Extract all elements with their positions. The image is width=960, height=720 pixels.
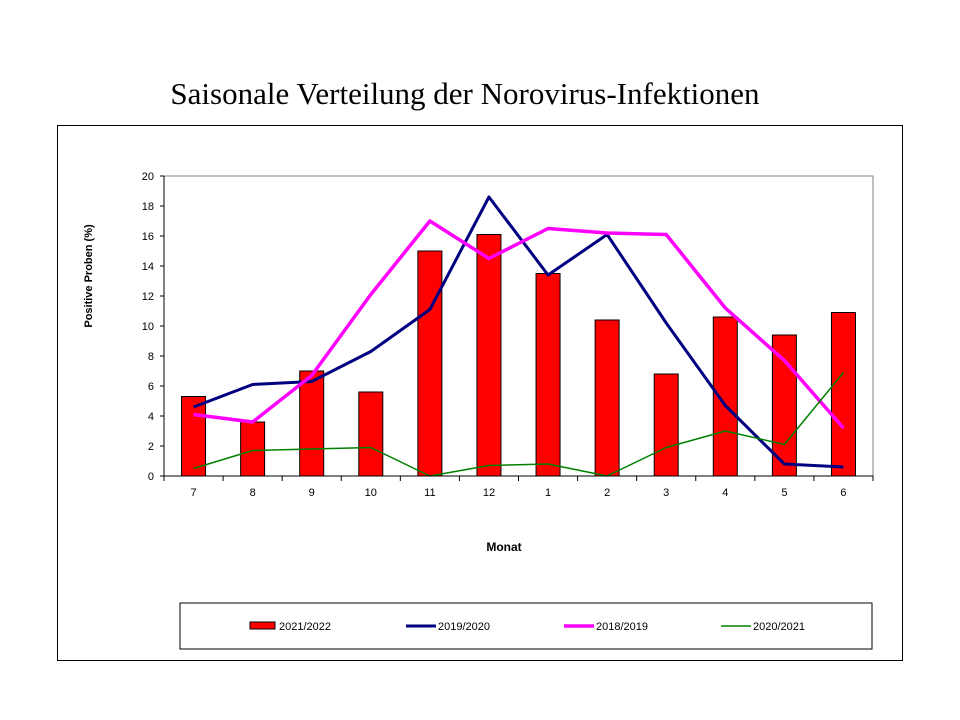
- y-tick-label: 2: [148, 441, 154, 453]
- x-tick-label: 7: [190, 487, 196, 499]
- bar-8: [240, 421, 266, 477]
- bar-10: [358, 391, 384, 477]
- plot-area: [163, 175, 874, 477]
- x-tick-label: 9: [309, 487, 315, 499]
- x-tick-label: 11: [424, 487, 435, 499]
- legend: 2021/2022 2019/2020 2018/2019 2020/2021: [179, 602, 873, 650]
- bar-7: [181, 396, 207, 477]
- x-axis-label: Monat: [486, 540, 521, 554]
- y-tick-label: 4: [148, 411, 154, 423]
- x-tick-label: 6: [840, 487, 846, 499]
- line-series: [193, 195, 845, 477]
- line-2020-2021: [193, 372, 845, 477]
- x-tick-label: 4: [722, 487, 728, 499]
- y-tick-label: 16: [142, 231, 154, 243]
- y-tick-label: 14: [142, 261, 154, 273]
- x-tick-label: 1: [545, 487, 551, 499]
- legend-box: [179, 602, 873, 650]
- x-tick-label: 5: [781, 487, 787, 499]
- legend-swatch: [249, 621, 276, 630]
- bar-12: [476, 234, 502, 477]
- legend-label: 2019/2020: [438, 621, 490, 633]
- y-tick-label: 8: [148, 351, 154, 363]
- bar-11: [417, 250, 443, 477]
- y-tick-label: 12: [142, 291, 154, 303]
- x-tick-label: 8: [250, 487, 256, 499]
- y-axis-label: Positive Proben (%): [83, 224, 95, 328]
- chart-frame: 0 2 4 6 8 10 12 14 16 18 20 7 8 9 10 11 12 1 2 3 4 5 6 Positiv…: [57, 125, 903, 661]
- y-tick-label: 10: [142, 321, 154, 333]
- legend-label: 2020/2021: [753, 621, 805, 633]
- bar-1: [535, 273, 561, 477]
- plot-border: [163, 175, 874, 477]
- x-tick-label: 3: [663, 487, 669, 499]
- bar-2: [594, 319, 620, 477]
- y-tick-label: 20: [142, 171, 154, 183]
- legend-label: 2021/2022: [279, 621, 331, 633]
- y-tick-label: 18: [142, 201, 154, 213]
- legend-label: 2018/2019: [596, 621, 648, 633]
- bars-2021-2022: [181, 234, 856, 477]
- line-2018-2019: [193, 219, 845, 430]
- slide-title: Saisonale Verteilung der Norovirus-Infek…: [170, 76, 760, 111]
- bar-6: [830, 312, 856, 477]
- x-tick-label: 12: [483, 487, 495, 499]
- x-tick-label: 2: [604, 487, 610, 499]
- bar-9: [299, 370, 325, 477]
- y-tick-label: 0: [148, 471, 154, 483]
- x-tick-label: 10: [365, 487, 377, 499]
- y-tick-label: 6: [148, 381, 154, 393]
- bar-3: [653, 373, 679, 477]
- bar-4: [712, 316, 738, 477]
